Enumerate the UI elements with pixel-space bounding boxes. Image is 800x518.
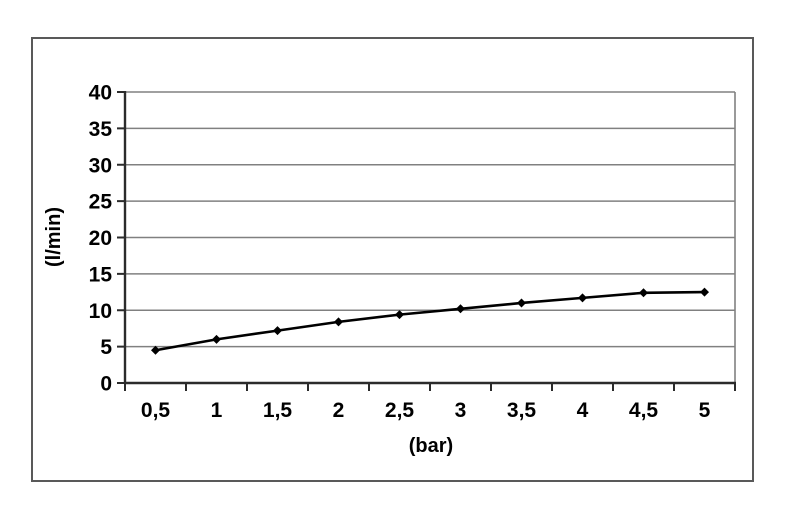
- data-point-marker: [395, 310, 404, 320]
- data-point-marker: [578, 293, 587, 303]
- x-tick-label: 5: [699, 399, 711, 422]
- tick-marks: [117, 91, 736, 391]
- data-point-marker: [273, 326, 282, 336]
- x-tick-label: 3: [455, 399, 467, 422]
- y-tick-label: 20: [89, 227, 112, 250]
- tick-labels: 0 5 10 15 20 25 30 35 40 0,5 1 1,5 2 2,5 3 3,5 4 4,5 5: [89, 82, 711, 423]
- x-tick-label: 1,5: [263, 399, 293, 422]
- y-tick-label: 35: [89, 118, 113, 141]
- data-point-marker: [334, 317, 343, 327]
- x-tick-label: 2,5: [385, 399, 415, 422]
- data-point-marker: [639, 288, 648, 298]
- data-point-marker: [517, 298, 526, 308]
- x-tick-label: 0,5: [141, 399, 171, 422]
- x-tick-label: 2: [333, 399, 345, 422]
- data-point-marker: [700, 287, 709, 297]
- x-axis-title: (bar): [409, 435, 453, 457]
- x-tick-label: 4: [577, 399, 589, 422]
- data-point-marker: [212, 334, 221, 344]
- y-tick-label: 0: [100, 373, 112, 396]
- x-tick-label: 1: [211, 399, 223, 422]
- data-point-marker: [456, 304, 465, 314]
- y-tick-label: 30: [89, 154, 112, 177]
- y-tick-label: 40: [89, 82, 112, 105]
- gridlines: [125, 91, 736, 383]
- x-tick-label: 4,5: [629, 399, 659, 422]
- y-axis-title: (l/min): [43, 207, 65, 267]
- y-tick-label: 5: [100, 336, 112, 359]
- y-tick-label: 10: [89, 300, 112, 323]
- chart-frame: [31, 37, 754, 482]
- data-point-marker: [151, 345, 160, 355]
- y-tick-label: 25: [89, 191, 113, 214]
- x-tick-label: 3,5: [507, 399, 537, 422]
- y-tick-label: 15: [89, 263, 113, 286]
- data-series-line: [151, 287, 709, 355]
